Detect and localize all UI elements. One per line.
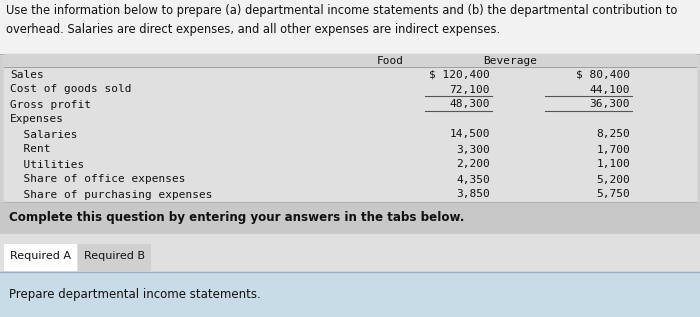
Text: Share of purchasing expenses: Share of purchasing expenses [10,190,213,199]
Text: Required A: Required A [10,251,71,261]
Bar [0,234,700,242]
Text: 8,250: 8,250 [596,130,630,139]
Text: Utilities: Utilities [10,159,84,170]
Bar [4,54,696,202]
Text: $ 80,400: $ 80,400 [576,69,630,80]
Text: 4,350: 4,350 [456,174,490,184]
Text: 3,300: 3,300 [456,145,490,154]
Bar [78,244,150,270]
Text: 48,300: 48,300 [449,100,490,109]
Text: Salaries: Salaries [10,130,78,139]
Text: Prepare departmental income statements.: Prepare departmental income statements. [9,288,260,301]
Text: 44,100: 44,100 [589,85,630,94]
Text: Sales: Sales [10,69,43,80]
Text: 72,100: 72,100 [449,85,490,94]
Bar [0,202,700,234]
Bar [4,244,76,270]
Text: Cost of goods sold: Cost of goods sold [10,85,132,94]
Text: 5,200: 5,200 [596,174,630,184]
Text: 36,300: 36,300 [589,100,630,109]
Text: 1,700: 1,700 [596,145,630,154]
Text: Use the information below to prepare (a) departmental income statements and (b) : Use the information below to prepare (a)… [6,4,678,36]
Text: Expenses: Expenses [10,114,64,125]
Text: 5,750: 5,750 [596,190,630,199]
Text: Share of office expenses: Share of office expenses [10,174,186,184]
Text: 3,850: 3,850 [456,190,490,199]
Text: Complete this question by entering your answers in the tabs below.: Complete this question by entering your … [9,211,464,224]
Bar [0,0,700,54]
Bar [0,242,700,272]
Bar [0,272,700,317]
Bar [4,54,696,67]
Text: 1,100: 1,100 [596,159,630,170]
Text: $ 120,400: $ 120,400 [429,69,490,80]
Text: 14,500: 14,500 [449,130,490,139]
Text: Beverage: Beverage [483,55,537,66]
Text: Required B: Required B [83,251,144,261]
Text: Food: Food [377,55,403,66]
Text: Rent: Rent [10,145,50,154]
Text: 2,200: 2,200 [456,159,490,170]
Text: Gross profit: Gross profit [10,100,91,109]
